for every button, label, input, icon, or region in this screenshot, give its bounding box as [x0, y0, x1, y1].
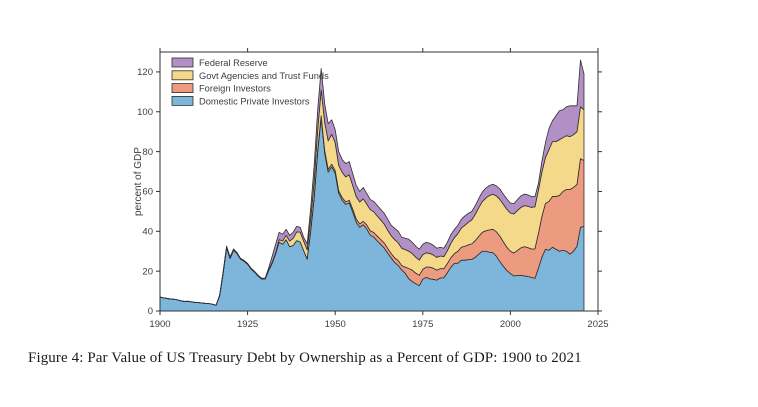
area-federal-reserve	[159, 59, 585, 306]
y-tick-label: 60	[142, 187, 153, 198]
legend-label-domestic-private-investors: Domestic Private Investors	[199, 96, 310, 106]
legend-label-govt-agencies-and-trust-funds: Govt Agencies and Trust Funds	[199, 71, 329, 81]
axes: 1900 1925 1950 1975 2000 2025 0 20 40 60 80 100 120 p…	[133, 48, 609, 330]
x-tick-label: 2025	[587, 319, 608, 330]
x-tick-label: 1925	[237, 319, 258, 330]
y-tick-label: 20	[142, 266, 153, 277]
treasury-debt-figure: 1900 1925 1950 1975 2000 2025 0 20 40 60 80 100 120 p…	[28, 48, 609, 366]
y-axis-label: percent of GDP	[133, 147, 144, 216]
legend-swatch-federal-reserve	[171, 57, 194, 68]
x-tick-label: 2000	[500, 319, 521, 330]
legend-label-federal-reserve: Federal Reserve	[199, 58, 268, 68]
legend-swatch-foreign-investors	[171, 83, 194, 93]
legend-label-foreign-investors: Foreign Investors	[199, 84, 271, 94]
x-tick-label: 1975	[412, 319, 433, 330]
x-tick-label: 1950	[325, 319, 346, 330]
y-tick-label: 80	[142, 147, 153, 158]
legend-swatch-domestic-private-investors	[171, 96, 194, 106]
y-tick-label: 120	[137, 67, 153, 78]
y-tick-label: 100	[137, 107, 153, 118]
legend-swatch-govt-agencies-and-trust-funds	[171, 70, 194, 81]
y-tick-label: 0	[148, 306, 153, 317]
stacked-area-chart: 1900 1925 1950 1975 2000 2025 0 20 40 60 80 100 120 p…	[133, 48, 609, 330]
x-tick-label: 1900	[149, 319, 170, 330]
legend: Federal Reserve Govt Agencies and Trust F…	[171, 57, 329, 106]
y-tick-label: 40	[142, 227, 153, 238]
figure-caption: Figure 4: Par Value of US Treasury Debt …	[28, 350, 582, 366]
